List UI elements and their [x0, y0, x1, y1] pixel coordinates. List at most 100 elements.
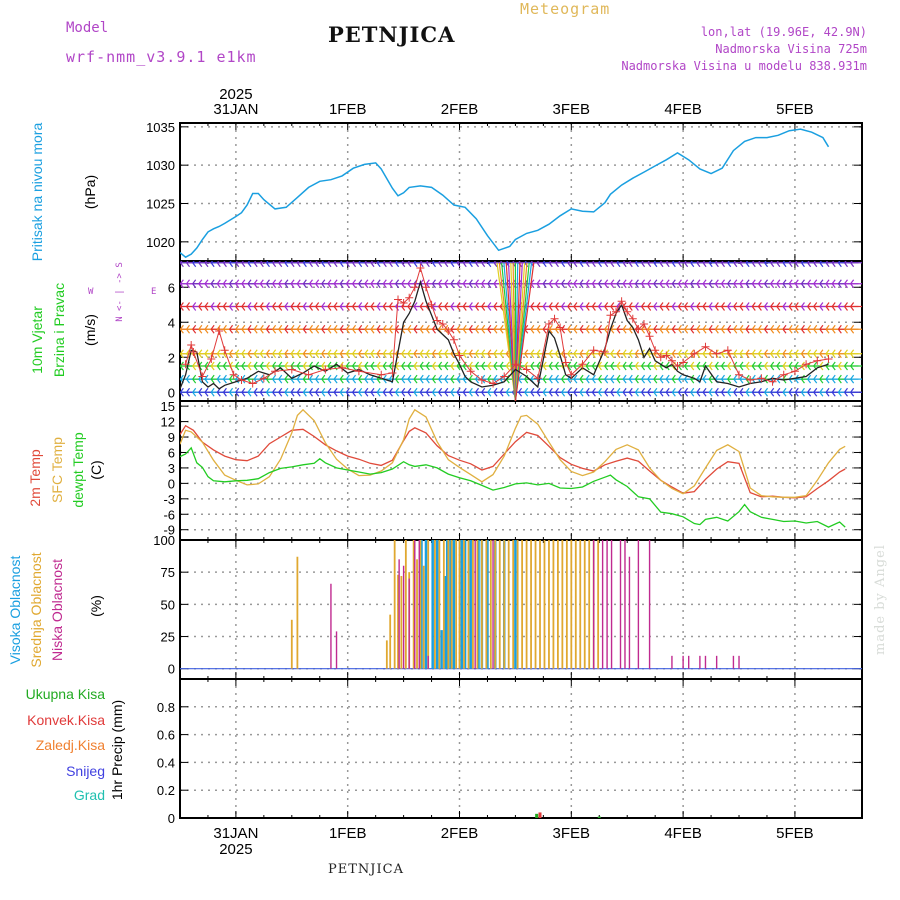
- wind-barb-head: [432, 361, 436, 367]
- wind-barb-head: [290, 261, 294, 264]
- wind-barb-head: [622, 365, 627, 371]
- wind-barb-head: [358, 365, 363, 371]
- wind-barb-head: [721, 387, 725, 393]
- wind-barb-head: [634, 387, 639, 393]
- wind-barb-head: [388, 349, 393, 355]
- wind-barb-head: [278, 391, 283, 397]
- wind-barb-head: [229, 328, 234, 334]
- wind-fan-line: [514, 262, 535, 401]
- wind-barb-head: [407, 302, 412, 307]
- wind-barb-head: [794, 378, 799, 384]
- wind-barb-head: [388, 361, 393, 367]
- wind-barb-head: [352, 283, 357, 289]
- wind-barb-head: [265, 328, 270, 334]
- wind-barb-head: [376, 361, 381, 367]
- wind-barb-head: [585, 391, 590, 397]
- wind-barb-head: [616, 378, 621, 384]
- wind-barb-head: [653, 365, 658, 371]
- wind-barb-head: [321, 374, 326, 380]
- wind-barb-head: [407, 279, 412, 285]
- wind-barb-head: [382, 349, 387, 355]
- wind-barb-head: [388, 328, 393, 334]
- wind-barb-head: [690, 361, 695, 367]
- wind-barb-head: [800, 387, 805, 393]
- wind-barb-head: [813, 349, 818, 355]
- wind-barb-head: [819, 279, 824, 285]
- wind-barb-head: [647, 306, 652, 311]
- wind-barb-head: [782, 365, 787, 371]
- wind-barb-head: [844, 283, 848, 289]
- wind-barb-head: [770, 302, 775, 307]
- wind-compass: N <- | -> S: [115, 262, 125, 322]
- wind-barb-head: [407, 349, 412, 355]
- wind-barb-head: [776, 361, 781, 367]
- wind-barb-head: [413, 328, 418, 334]
- wind-barb-head: [770, 387, 775, 393]
- wind-barb-head: [573, 387, 578, 393]
- wind-barb-head: [438, 391, 443, 397]
- wind-barb-head: [278, 261, 281, 264]
- wind-barb-head: [837, 261, 841, 264]
- wind-barb-head: [321, 302, 326, 307]
- wind-barb-head: [659, 378, 664, 384]
- station-title: PETNJICA: [328, 22, 456, 47]
- wind-barb-head: [813, 361, 818, 367]
- wind-barb-head: [850, 361, 855, 367]
- wind-barb-head: [222, 374, 227, 380]
- wind-barb-head: [425, 378, 430, 384]
- wind-barb-head: [788, 378, 793, 384]
- wind-barb-head: [370, 324, 375, 330]
- wind-barb-head: [794, 302, 799, 307]
- y-tick-label: 100: [153, 533, 175, 548]
- wind-barb-head: [733, 306, 738, 311]
- wind-barb-head: [493, 306, 498, 311]
- y-tick-label: 6: [168, 280, 175, 295]
- wind-barb-head: [272, 324, 277, 330]
- wind-barb-head: [671, 279, 676, 285]
- wind-barb-head: [591, 353, 596, 359]
- wind-barb-head: [309, 349, 313, 355]
- wind-barb-head: [690, 283, 695, 289]
- wind-barb-head: [825, 391, 830, 397]
- wind-barb-head: [782, 302, 787, 307]
- wind-barb-head: [462, 374, 467, 380]
- wind-barb-head: [302, 361, 307, 367]
- wind-barb-head: [296, 306, 301, 311]
- wind-barb-head: [388, 353, 393, 359]
- wind-barb-head: [764, 283, 769, 289]
- wind-barb-head: [444, 374, 449, 380]
- wind-barb-head: [425, 387, 430, 393]
- wind-barb-head: [253, 349, 258, 355]
- wind-barbs: [180, 261, 862, 401]
- wind-barb-head: [468, 261, 472, 264]
- wind-barb-head: [247, 279, 252, 285]
- wind-barb-head: [831, 279, 836, 285]
- wind-barb-head: [339, 279, 344, 285]
- wind-barb-head: [456, 391, 461, 397]
- wind-barb-head: [702, 378, 707, 384]
- wind-barb-head: [296, 349, 301, 355]
- wind-barb-head: [622, 328, 627, 334]
- wind-barb-head: [241, 283, 246, 289]
- wind-barb-head: [462, 387, 467, 393]
- wind-barb-head: [659, 302, 664, 307]
- wind-barb-head: [518, 387, 523, 393]
- wind-barb-head: [573, 353, 578, 359]
- wind-barb-head: [370, 306, 375, 311]
- wind-barb-head: [665, 374, 670, 380]
- wind-barb-head: [567, 324, 572, 330]
- wind-barb-head: [530, 353, 535, 359]
- wind-barb-head: [438, 261, 441, 264]
- wind-barb-head: [376, 378, 381, 384]
- wind-barb-head: [813, 387, 818, 393]
- wind-barb-head: [425, 328, 430, 334]
- wind-barb-head: [745, 349, 750, 355]
- wind-barb-head: [536, 387, 541, 393]
- wind-barb-head: [708, 279, 713, 285]
- wind-barb-head: [247, 353, 252, 359]
- wind-barb-head: [696, 391, 701, 397]
- wind-barb-head: [794, 391, 799, 397]
- wind-barb-head: [733, 261, 736, 264]
- wind-barb-head: [475, 324, 480, 330]
- wind-barb-head: [831, 349, 836, 355]
